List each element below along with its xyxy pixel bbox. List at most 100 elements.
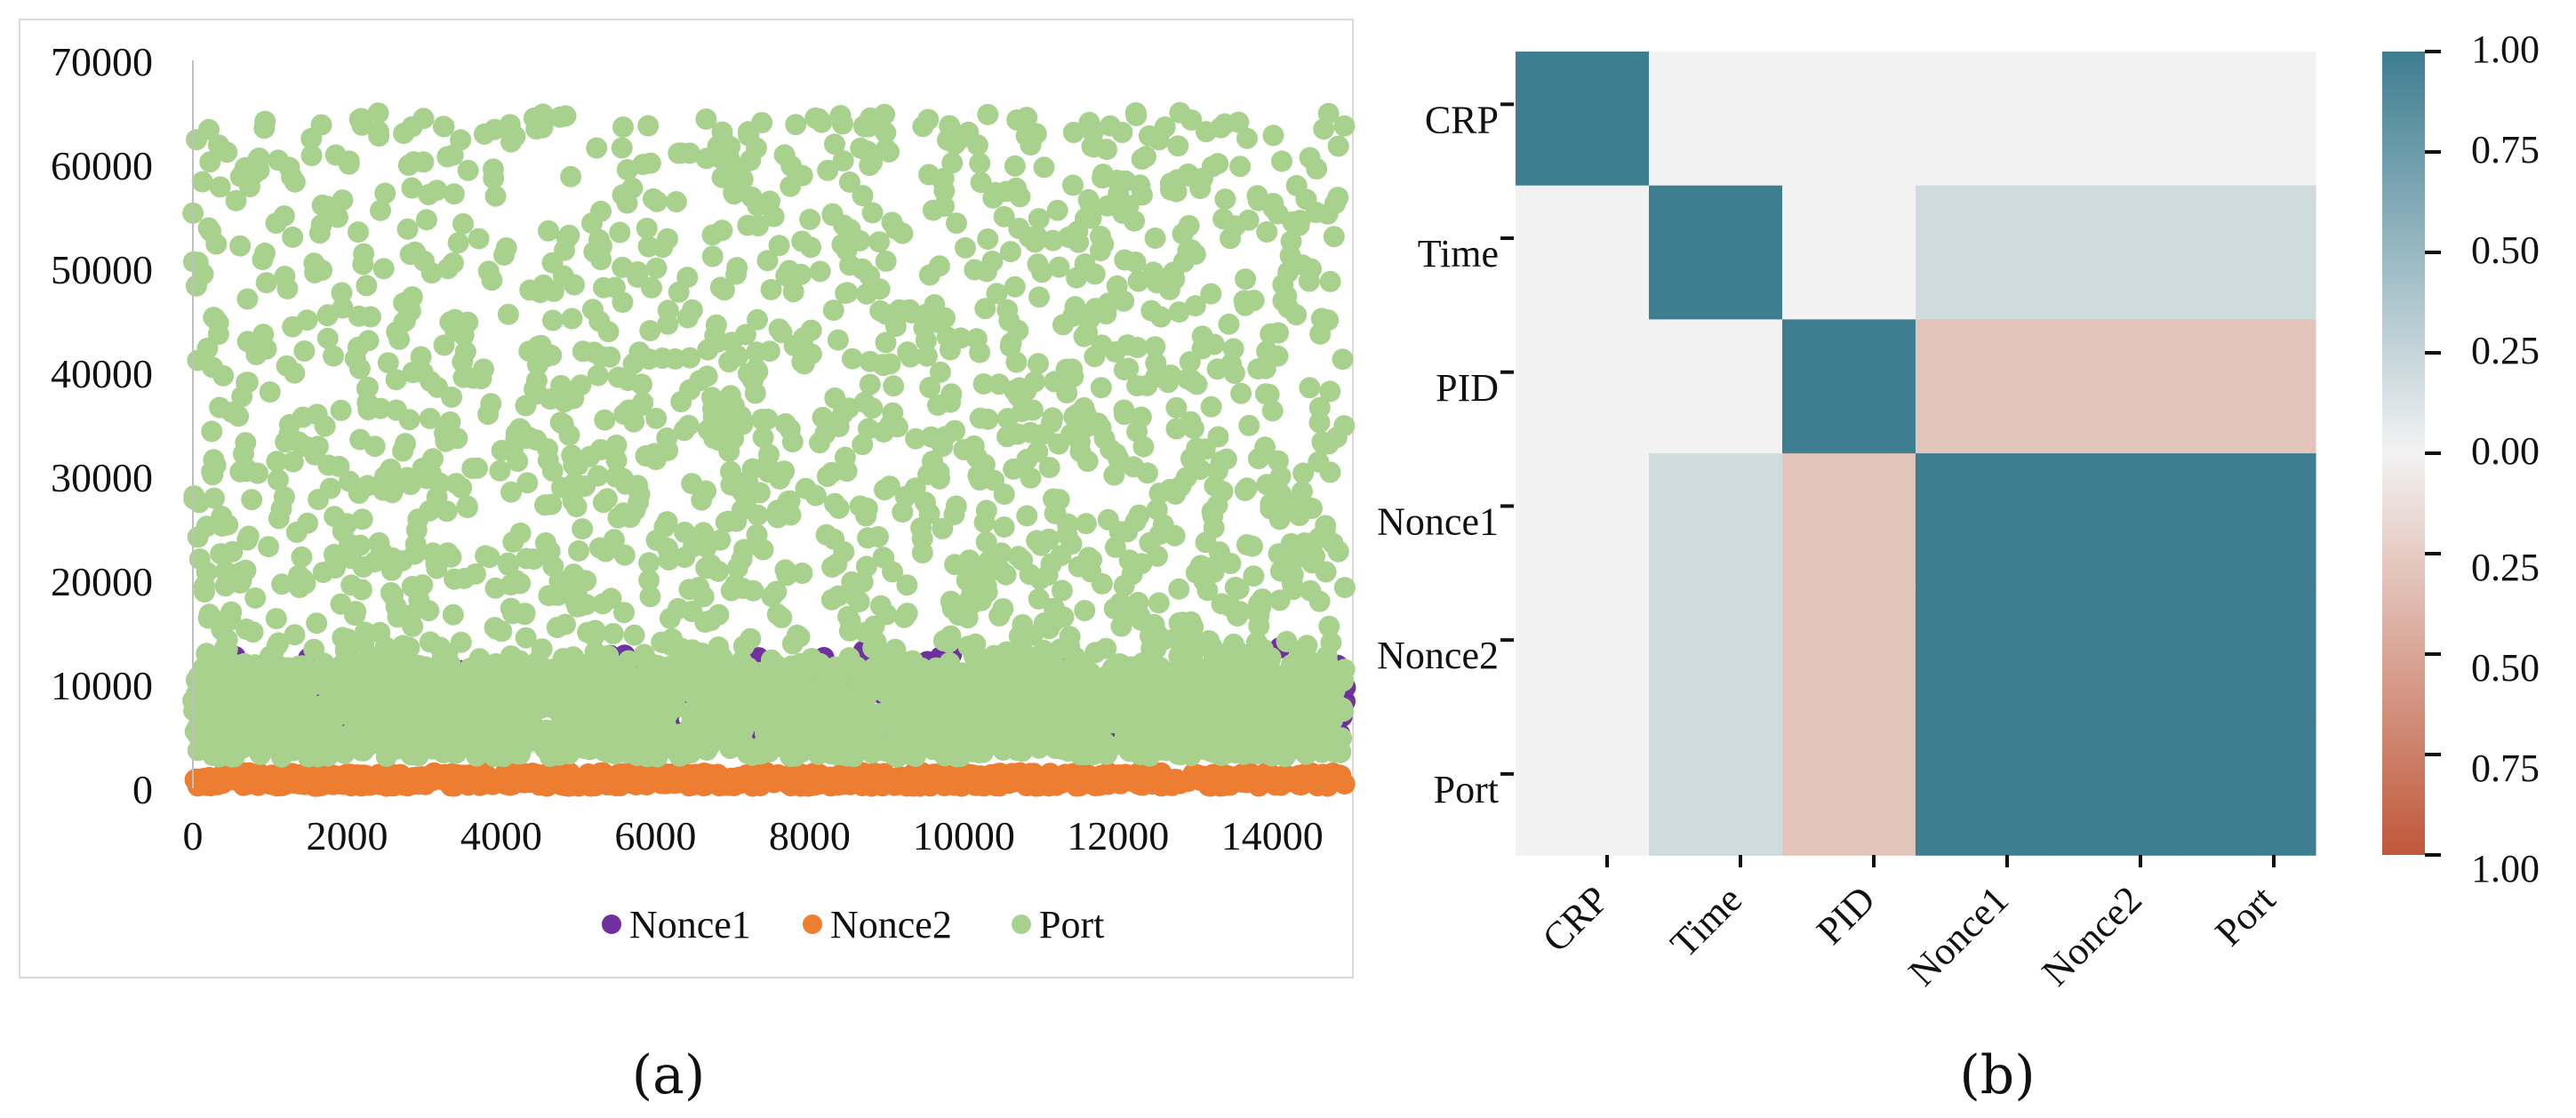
port-point: [1066, 267, 1088, 289]
port-point: [975, 531, 997, 553]
port-point: [1041, 411, 1062, 434]
port-point: [253, 117, 276, 140]
port-point: [1113, 403, 1135, 426]
port-point: [493, 244, 515, 266]
port-point: [203, 307, 225, 329]
port-point: [773, 460, 796, 483]
port-point: [613, 544, 636, 566]
port-point: [209, 176, 231, 198]
port-point: [270, 498, 292, 520]
port-point: [377, 352, 399, 374]
port-point: [399, 474, 421, 496]
port-point: [662, 684, 684, 707]
port-point: [760, 705, 781, 727]
port-point: [607, 366, 629, 388]
scatter-y-tick-label: 10000: [51, 663, 153, 708]
port-point: [946, 212, 967, 235]
port-point: [820, 588, 843, 611]
port-point: [485, 618, 508, 640]
port-point: [841, 571, 863, 593]
port-point: [439, 411, 461, 433]
port-point: [896, 574, 918, 596]
port-point: [1016, 505, 1038, 527]
port-point: [827, 329, 849, 351]
port-point: [704, 667, 726, 690]
port-point: [713, 279, 735, 301]
legend-marker-port: [1012, 914, 1031, 934]
port-point: [1237, 209, 1260, 231]
port-point: [811, 111, 833, 133]
port-point: [676, 267, 699, 289]
port-point: [655, 715, 677, 738]
port-point: [509, 522, 532, 544]
nonce2-point: [335, 763, 357, 786]
port-point: [758, 443, 780, 466]
port-point: [760, 278, 782, 300]
port-point: [267, 469, 289, 491]
port-point: [241, 489, 263, 511]
port-point: [701, 224, 724, 246]
port-point: [212, 364, 235, 387]
port-point: [969, 152, 991, 174]
heatmap-row-label: Nonce2: [1377, 634, 1499, 677]
heatmap-cell: [1649, 721, 1783, 856]
heatmap-cell: [1516, 721, 1650, 856]
port-point: [441, 386, 462, 408]
port-point: [917, 464, 940, 485]
port-point: [498, 554, 520, 576]
port-point: [844, 665, 867, 687]
heatmap-cells: [1516, 52, 2316, 856]
port-point: [1048, 256, 1070, 278]
port-point: [587, 465, 609, 487]
port-point: [613, 602, 635, 624]
port-point: [391, 550, 413, 572]
port-point: [637, 236, 660, 258]
scatter-y-tick-label: 0: [132, 767, 153, 812]
port-point: [1327, 135, 1349, 157]
port-point: [1180, 109, 1203, 132]
port-point: [899, 299, 921, 321]
port-point: [720, 579, 742, 602]
port-point: [1062, 122, 1084, 143]
port-point: [1277, 261, 1300, 283]
port-point: [382, 584, 404, 606]
port-point: [856, 283, 877, 305]
nonce2-point: [1202, 763, 1224, 786]
port-point: [597, 651, 620, 674]
port-point: [1229, 156, 1252, 178]
port-point: [1234, 479, 1256, 501]
port-point: [1116, 334, 1139, 356]
port-point: [809, 260, 831, 283]
port-point: [1333, 115, 1356, 137]
port-point: [242, 621, 264, 643]
port-point: [1146, 499, 1168, 521]
port-point: [255, 272, 277, 294]
port-point: [943, 504, 965, 526]
port-point: [1288, 505, 1310, 526]
port-point: [1066, 652, 1088, 675]
port-point: [1289, 210, 1311, 231]
port-point: [319, 477, 341, 499]
port-point: [1026, 530, 1048, 552]
heatmap-cell: [2049, 52, 2183, 187]
port-point: [1111, 122, 1133, 143]
nonce2-point: [238, 762, 260, 784]
port-point: [645, 407, 668, 429]
port-point: [426, 180, 448, 202]
port-point: [612, 291, 634, 314]
port-point: [484, 185, 507, 207]
port-point: [592, 593, 614, 615]
port-point: [602, 623, 624, 644]
port-point: [415, 209, 437, 231]
port-point: [457, 311, 479, 333]
port-point: [1092, 167, 1114, 189]
port-point: [695, 721, 717, 743]
port-point: [955, 236, 976, 259]
port-point: [464, 563, 486, 585]
nonce2-point: [605, 775, 628, 796]
port-point: [1078, 669, 1100, 691]
port-point: [905, 427, 927, 450]
port-point: [612, 256, 634, 278]
port-point: [940, 674, 962, 696]
